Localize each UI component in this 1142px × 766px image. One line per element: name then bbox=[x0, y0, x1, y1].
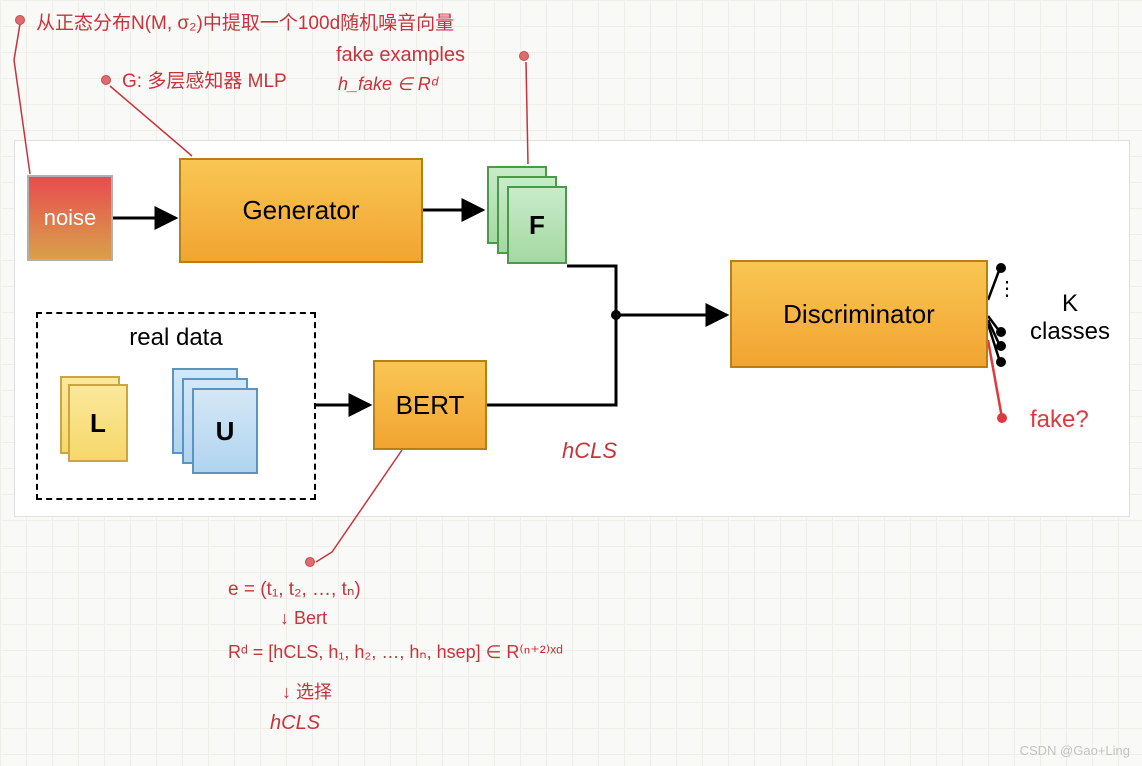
f-label: F bbox=[529, 210, 545, 241]
out-dot-4 bbox=[996, 357, 1006, 367]
noise-block: noise bbox=[27, 175, 113, 261]
real-data-title: real data bbox=[38, 324, 314, 352]
annot-arrow-choose: ↓ 选择 bbox=[282, 678, 332, 704]
watermark: CSDN @Gao+Ling bbox=[1020, 743, 1130, 758]
annot-fake-l1: fake examples bbox=[336, 44, 465, 67]
k-classes-label: K classes bbox=[1030, 290, 1110, 346]
out-fake-dot bbox=[997, 413, 1007, 423]
generator-block: Generator bbox=[179, 158, 423, 263]
fake-label: fake? bbox=[1030, 406, 1089, 434]
annot-hcls-right: hCLS bbox=[562, 438, 617, 464]
annot-eq-r: Rᵈ = [hCLS, h₁, h₂, …, hₙ, hsep] ∈ R⁽ⁿ⁺²… bbox=[228, 642, 563, 663]
bert-label: BERT bbox=[396, 390, 465, 421]
u-stack: U bbox=[172, 368, 268, 484]
l-label: L bbox=[90, 408, 106, 439]
annot-arrow-bert: ↓ Bert bbox=[280, 608, 327, 629]
out-dot-2 bbox=[996, 327, 1006, 337]
generator-label: Generator bbox=[242, 195, 359, 226]
annot-noise: 从正态分布N(M, σ₂)中提取一个100d随机噪音向量 bbox=[36, 8, 454, 35]
annot-generator: G: 多层感知器 MLP bbox=[122, 66, 287, 93]
u-label: U bbox=[216, 416, 235, 447]
annot-eq-e: e = (t₁, t₂, …, tₙ) bbox=[228, 578, 361, 601]
annot-fake-l2: h_fake ∈ Rᵈ bbox=[338, 74, 438, 95]
out-dot-3 bbox=[996, 341, 1006, 351]
out-dot-1 bbox=[996, 263, 1006, 273]
annot-dot-fake bbox=[519, 51, 529, 61]
annot-dot-bert bbox=[305, 557, 315, 567]
discriminator-label: Discriminator bbox=[783, 299, 935, 330]
annot-dot-gen bbox=[101, 75, 111, 85]
f-stack: F bbox=[487, 166, 567, 266]
noise-label: noise bbox=[44, 205, 97, 231]
discriminator-block: Discriminator bbox=[730, 260, 988, 368]
annot-dot-noise bbox=[15, 15, 25, 25]
l-stack: L bbox=[60, 376, 136, 472]
out-vdots: ⋮ bbox=[997, 284, 1017, 294]
annot-eq-hcls: hCLS bbox=[270, 712, 320, 735]
bert-block: BERT bbox=[373, 360, 487, 450]
